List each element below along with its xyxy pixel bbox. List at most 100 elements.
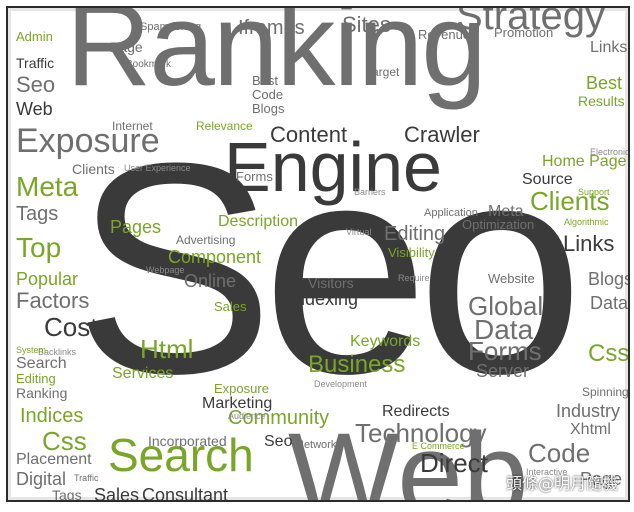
- word-strategy: Strategy: [456, 6, 605, 38]
- word-seo-tiny: Seo: [264, 433, 293, 450]
- word-services: Services: [112, 365, 174, 382]
- word-sites: Sites: [342, 12, 391, 37]
- word-application: Application: [424, 207, 478, 219]
- word-indexing: Indexing: [290, 289, 359, 309]
- word-interactive: Interactive: [526, 467, 568, 477]
- word-search-small: Search: [108, 429, 254, 481]
- word-electronic: Electronic: [590, 147, 630, 157]
- word-ranking-small: Ranking: [16, 385, 68, 401]
- word-iframes: Iframes: [238, 17, 305, 39]
- word-incorporated: Incorporated: [148, 433, 227, 449]
- word-technology: Technology: [355, 418, 487, 448]
- word-relevance: Relevance: [196, 119, 253, 133]
- word-virtual: Virtual: [346, 227, 372, 237]
- word-best: Best: [586, 73, 623, 93]
- word-page: Page: [110, 39, 143, 55]
- word-meta: Meta: [16, 171, 79, 202]
- word-bookmark: Bookmark: [126, 59, 172, 70]
- word-exposure: Exposure: [16, 122, 160, 160]
- word-consultant: Consultant: [142, 485, 229, 502]
- word-system: System: [16, 345, 47, 355]
- word-web: Web: [288, 409, 529, 502]
- word-webpage: Webpage: [146, 265, 185, 275]
- word-internet: Internet: [112, 119, 153, 133]
- word-development: Development: [314, 379, 368, 389]
- word-indices: Indices: [20, 405, 84, 427]
- word-spamdexing: Spamdexing: [140, 21, 202, 33]
- word-target: Target: [366, 65, 400, 79]
- word-user-experience: User Experience: [124, 163, 191, 173]
- word-network: Network: [296, 439, 337, 451]
- word-algorithmic: Algorithmic: [564, 217, 609, 227]
- word-server: Server: [476, 361, 530, 381]
- word-pages: Pages: [110, 217, 162, 237]
- word-blogs-mid: Blogs: [252, 101, 285, 116]
- word-description: Description: [218, 213, 299, 230]
- word-revenue: Revenue: [418, 27, 471, 42]
- word-forms-small: Forms: [236, 169, 273, 184]
- word-cost: Cost: [44, 312, 98, 342]
- word-business: Business: [308, 351, 406, 378]
- word-css-right: Css: [588, 340, 630, 367]
- word-website: Website: [488, 271, 535, 286]
- word-tags: Tags: [16, 203, 59, 225]
- word-source: Source: [522, 171, 573, 188]
- word-home-page: Home Page: [542, 153, 627, 170]
- word-advertising: Advertising: [176, 233, 236, 247]
- word-data: Data: [474, 314, 534, 345]
- word-data-right: Data: [590, 293, 629, 313]
- word-clients: Clients: [530, 186, 610, 216]
- word-community: Community: [228, 407, 330, 429]
- word-code-mid: Code: [252, 87, 284, 102]
- word-visitors: Visitors: [308, 275, 354, 291]
- seo-word-cloud: Ranking Seo Web Engine Strategy Exposure…: [6, 6, 630, 502]
- word-industry: Industry: [556, 401, 621, 421]
- word-web-small: Web: [16, 99, 53, 119]
- word-keywords: Keywords: [350, 333, 421, 350]
- word-barriers: Barriers: [354, 187, 386, 197]
- word-xhtml: Xhtml: [570, 421, 611, 438]
- word-search-mid: Search: [16, 355, 67, 372]
- word-support: Support: [578, 187, 610, 197]
- word-sales-small: Sales: [214, 299, 247, 314]
- word-css-left: Css: [42, 426, 87, 456]
- word-e-commerce: E Commerce: [412, 441, 465, 451]
- word-tags-small: Tags: [52, 487, 82, 502]
- word-spinning: Spinning: [582, 385, 629, 399]
- word-blogs: Blogs: [588, 269, 630, 289]
- word-engine: Engine: [224, 128, 442, 206]
- watermark: 頭條@明月隨機: [505, 474, 618, 493]
- word-require: Require: [398, 273, 430, 283]
- word-factors: Factors: [16, 288, 90, 313]
- word-seo: Seo: [74, 100, 584, 436]
- word-results: Results: [578, 93, 625, 109]
- word-redirects: Redirects: [382, 403, 450, 420]
- word-ranking: Ranking: [66, 6, 487, 111]
- word-sales: Sales: [94, 485, 140, 502]
- word-best-mid: Best: [252, 73, 279, 88]
- word-lists: Links: [590, 39, 628, 56]
- word-admin: Admin: [16, 29, 53, 44]
- word-component: Component: [168, 247, 262, 267]
- word-backlinks: Backlinks: [38, 347, 77, 357]
- word-editing: Editing: [384, 223, 446, 245]
- word-meta-small: Meta: [488, 203, 524, 220]
- word-links: Links: [563, 231, 615, 256]
- word-content: Content: [270, 122, 348, 147]
- word-popular: Popular: [16, 269, 79, 289]
- word-traffic: Traffic: [16, 55, 55, 71]
- word-exposure-small: Exposure: [214, 381, 269, 396]
- word-optimization: Optimization: [462, 217, 535, 232]
- word-crawler: Crawler: [404, 122, 480, 147]
- word-code: Code: [528, 438, 591, 468]
- word-direct: Direct: [420, 448, 488, 478]
- word-clients-small: Clients: [72, 161, 115, 177]
- word-placement: Placement: [16, 451, 92, 468]
- word-marketing: Marketing: [202, 395, 273, 412]
- word-editing-left: Editing: [16, 371, 56, 386]
- word-global: Global: [468, 291, 544, 321]
- word-traffic-small: Traffic: [74, 473, 99, 483]
- word-seo-small: Seo: [16, 72, 56, 97]
- word-top: Top: [16, 232, 62, 263]
- word-audience: Audience: [228, 411, 266, 421]
